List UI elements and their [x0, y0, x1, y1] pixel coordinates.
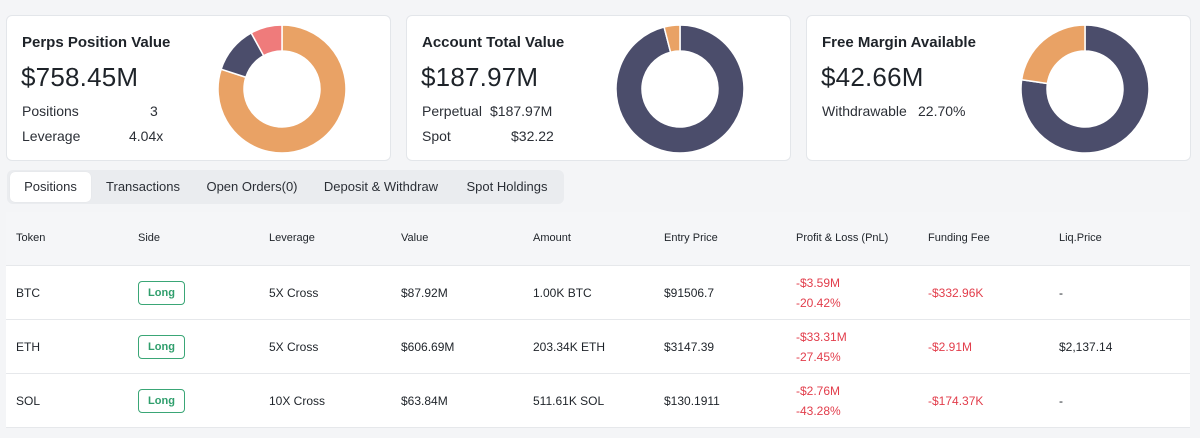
perpetual-value: $187.97M — [490, 103, 553, 119]
leverage-value: 4.04x — [129, 128, 164, 144]
perps-card-title: Perps Position Value — [22, 34, 171, 51]
table-row[interactable]: SOL Long 10X Cross $63.84M 511.61K SOL $… — [6, 374, 1190, 428]
header-funding-fee: Funding Fee — [928, 232, 990, 244]
funding-fee-cell: -$332.96K — [928, 286, 984, 300]
pnl-value-cell: -$33.31M — [796, 330, 847, 344]
tab-spot-holdings[interactable]: Spot Holdings — [466, 179, 548, 194]
positions-table: Token Side Leverage Value Amount Entry P… — [6, 212, 1190, 428]
pnl-percent-cell: -27.45% — [796, 350, 841, 364]
donut-segment — [615, 24, 745, 154]
liq-price-cell: $2,137.14 — [1059, 340, 1113, 354]
withdrawable-value: 22.70% — [918, 103, 966, 119]
side-badge: Long — [138, 389, 185, 413]
leverage-cell: 5X Cross — [269, 286, 319, 300]
account-donut-chart — [615, 24, 745, 154]
liq-price-cell: - — [1059, 286, 1063, 300]
withdrawable-label: Withdrawable — [822, 103, 907, 119]
spot-label: Spot — [422, 128, 451, 144]
pnl-value-cell: -$3.59M — [796, 276, 841, 290]
token-cell: ETH — [16, 340, 40, 354]
tab-deposit-withdraw[interactable]: Deposit & Withdraw — [323, 179, 439, 194]
leverage-cell: 5X Cross — [269, 340, 319, 354]
donut-segment — [1020, 24, 1150, 154]
account-card-title: Account Total Value — [422, 34, 565, 51]
tab-transactions[interactable]: Transactions — [106, 179, 180, 194]
token-cell: SOL — [16, 394, 41, 408]
positions-row: Positions 3 — [22, 103, 172, 119]
token-cell: BTC — [16, 286, 40, 300]
header-leverage: Leverage — [269, 232, 315, 244]
funding-fee-cell: -$174.37K — [928, 394, 984, 408]
spot-value: $32.22 — [511, 128, 554, 144]
donut-segment — [663, 24, 681, 54]
value-cell: $63.84M — [401, 394, 448, 408]
amount-cell: 203.34K ETH — [533, 340, 606, 354]
perpetual-row: Perpetual $187.97M — [422, 103, 572, 119]
entry-price-cell: $91506.7 — [664, 286, 715, 300]
margin-card-title: Free Margin Available — [822, 34, 976, 51]
side-badge: Long — [138, 281, 185, 305]
amount-cell: 1.00K BTC — [533, 286, 592, 300]
value-cell: $606.69M — [401, 340, 455, 354]
header-side: Side — [138, 232, 161, 244]
side-badge: Long — [138, 335, 185, 359]
funding-fee-cell: -$2.91M — [928, 340, 973, 354]
leverage-cell: 10X Cross — [269, 394, 326, 408]
table-header: Token Side Leverage Value Amount Entry P… — [6, 212, 1190, 266]
free-margin-card: Free Margin Available $42.66M Withdrawab… — [806, 15, 1191, 161]
perps-donut-chart — [217, 24, 347, 154]
margin-donut-chart — [1020, 24, 1150, 154]
value-cell: $87.92M — [401, 286, 448, 300]
donut-segment — [250, 24, 283, 57]
header-value: Value — [401, 232, 429, 244]
withdrawable-row: Withdrawable 22.70% — [822, 103, 1022, 119]
positions-label: Positions — [22, 103, 79, 119]
spot-row: Spot $32.22 — [422, 128, 572, 144]
tab-bar: Positions Transactions Open Orders(0) De… — [7, 170, 564, 204]
perpetual-label: Perpetual — [422, 103, 482, 119]
header-pnl: Profit & Loss (PnL) — [796, 232, 889, 244]
amount-cell: 511.61K SOL — [533, 394, 605, 408]
leverage-label: Leverage — [22, 128, 81, 144]
tab-positions[interactable]: Positions — [10, 172, 91, 202]
header-amount: Amount — [533, 232, 571, 244]
entry-price-cell: $130.1911 — [664, 394, 720, 408]
liq-price-cell: - — [1059, 394, 1063, 408]
leverage-row: Leverage 4.04x — [22, 128, 172, 144]
header-token: Token — [16, 232, 46, 244]
donut-segment — [1020, 24, 1086, 85]
header-entry-price: Entry Price — [664, 232, 718, 244]
pnl-value-cell: -$2.76M — [796, 384, 841, 398]
perps-position-card: Perps Position Value $758.45M Positions … — [6, 15, 391, 161]
positions-count: 3 — [150, 103, 158, 119]
table-row[interactable]: BTC Long 5X Cross $87.92M 1.00K BTC $915… — [6, 266, 1190, 320]
table-row[interactable]: ETH Long 5X Cross $606.69M 203.34K ETH $… — [6, 320, 1190, 374]
entry-price-cell: $3147.39 — [664, 340, 715, 354]
free-margin-value: $42.66M — [821, 62, 924, 92]
donut-segment — [217, 24, 347, 154]
account-total-card: Account Total Value $187.97M Perpetual $… — [406, 15, 791, 161]
tab-open-orders[interactable]: Open Orders(0) — [206, 179, 298, 194]
account-total-value: $187.97M — [421, 62, 539, 92]
perps-position-value: $758.45M — [21, 62, 139, 92]
pnl-percent-cell: -20.42% — [796, 296, 841, 310]
pnl-percent-cell: -43.28% — [796, 404, 841, 418]
header-liq-price: Liq.Price — [1059, 232, 1102, 244]
